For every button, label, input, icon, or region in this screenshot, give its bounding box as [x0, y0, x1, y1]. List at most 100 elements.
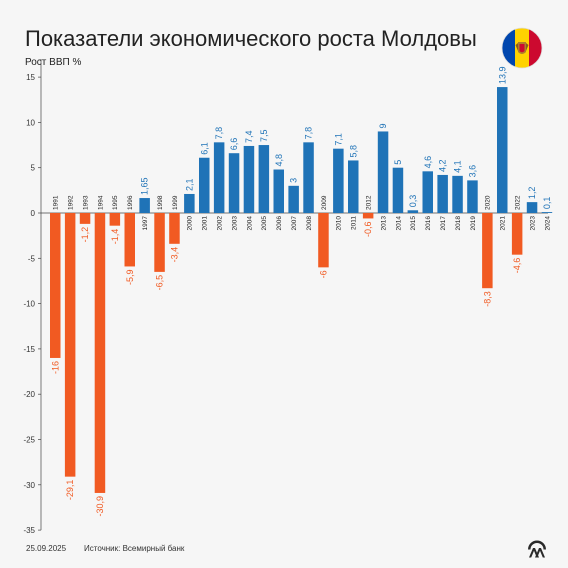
value-label: 9 — [378, 123, 388, 128]
year-label: 1997 — [142, 216, 149, 231]
year-label: 2008 — [306, 216, 313, 231]
bar-2018 — [452, 175, 463, 213]
value-label: 6,6 — [229, 138, 239, 151]
bar-2009 — [318, 213, 329, 268]
value-label: -16 — [50, 361, 60, 374]
bar-2017 — [437, 174, 448, 213]
year-label: 2013 — [380, 216, 387, 231]
value-label: -29,1 — [65, 480, 75, 501]
y-tick-label: 5 — [31, 164, 36, 173]
bar-2019 — [467, 180, 478, 213]
bar-2016 — [422, 171, 433, 213]
value-label: 7,1 — [333, 133, 343, 146]
year-label: 1994 — [97, 195, 104, 210]
year-label: 2022 — [514, 195, 521, 210]
bar-2023 — [526, 202, 538, 213]
bar-2001 — [199, 157, 210, 213]
y-tick-label: -10 — [23, 300, 35, 309]
bar-2024 — [541, 212, 553, 213]
value-label: 0,3 — [408, 195, 418, 208]
y-tick-label: 10 — [26, 118, 35, 127]
page-title: Показатели экономического роста Молдовы — [25, 26, 477, 51]
year-label: 2010 — [336, 216, 343, 231]
value-label: 7,8 — [214, 127, 224, 140]
year-label: 2006 — [276, 216, 283, 231]
value-label: 4,2 — [438, 159, 448, 172]
y-tick-label: -25 — [23, 436, 35, 445]
y-tick-label: -20 — [23, 390, 35, 399]
value-label: -5,9 — [125, 269, 135, 285]
bar-2003 — [228, 153, 240, 213]
value-label: -4,6 — [512, 258, 522, 274]
value-label: -3,4 — [169, 247, 179, 263]
year-label: 1995 — [112, 195, 119, 210]
footer-source: Источник: Всемирный банк — [84, 544, 185, 553]
bars — [50, 87, 553, 493]
value-label: -6,5 — [155, 275, 165, 291]
value-label: 0,1 — [542, 197, 552, 210]
year-label: 1992 — [67, 195, 74, 210]
year-label: 2005 — [261, 216, 268, 231]
bar-1993 — [79, 213, 91, 224]
bar-1997 — [139, 198, 150, 213]
value-label: 6,1 — [199, 142, 209, 155]
value-labels: -16 -29,1 -1,2 -30,9 -1,4 -5,9 1,65 -6,5 -3,4 2,1… — [50, 67, 552, 517]
bar-2007 — [288, 185, 299, 213]
bar-2021 — [497, 87, 508, 213]
year-label: 1998 — [157, 195, 164, 210]
year-label: 1993 — [82, 195, 89, 210]
bar-2014 — [392, 167, 404, 213]
bar-2005 — [258, 145, 270, 213]
y-tick-label: -35 — [23, 526, 35, 535]
y-ticks: -35 -30 -25 -20 -15 -10 -5 0 5 10 15 — [23, 73, 41, 535]
y-tick-label: 15 — [26, 73, 35, 82]
year-label: 1991 — [53, 195, 60, 210]
y-axis-label: Рост ВВП % — [25, 57, 82, 68]
y-tick-label: -5 — [28, 254, 36, 263]
year-label: 2001 — [202, 216, 209, 231]
year-label: 2021 — [500, 216, 507, 231]
bar-2004 — [243, 145, 255, 213]
bar-2015 — [407, 210, 419, 213]
bar-1994 — [94, 213, 106, 493]
bar-1995 — [109, 213, 121, 226]
year-label: 2011 — [351, 216, 358, 230]
bar-2008 — [303, 142, 314, 213]
year-label: 2016 — [425, 216, 432, 231]
bar-1992 — [64, 213, 76, 477]
year-label: 2020 — [485, 195, 492, 210]
bar-2012 — [362, 213, 374, 219]
value-label: 4,1 — [453, 160, 463, 173]
bar-2002 — [213, 142, 225, 213]
year-label: 1996 — [127, 195, 134, 210]
value-label: -6 — [318, 270, 328, 278]
y-tick-label: 0 — [31, 209, 36, 218]
year-label: 2014 — [395, 216, 402, 231]
bar-1999 — [169, 213, 180, 244]
year-label: 2009 — [321, 195, 328, 210]
bar-2000 — [184, 193, 195, 213]
year-label: 2012 — [365, 195, 372, 210]
year-label: 2018 — [455, 216, 462, 231]
y-tick-label: -15 — [23, 345, 35, 354]
value-label: -0,6 — [363, 221, 373, 237]
year-label: 2019 — [470, 216, 477, 231]
footer-date: 25.09.2025 — [26, 544, 67, 553]
y-tick-label: -30 — [23, 481, 35, 490]
bar-1996 — [124, 213, 135, 267]
bar-2020 — [482, 213, 493, 289]
year-label: 2002 — [216, 216, 223, 231]
value-label: 4,6 — [423, 156, 433, 169]
value-label: 13,9 — [497, 67, 507, 85]
value-label: 3 — [289, 178, 299, 183]
value-label: 7,4 — [244, 130, 254, 143]
value-label: 1,2 — [527, 187, 537, 200]
aa-logo-icon — [528, 540, 546, 558]
value-label: -30,9 — [95, 496, 105, 517]
bar-2010 — [333, 148, 344, 213]
bar-1998 — [154, 213, 165, 272]
value-label: 7,8 — [304, 127, 314, 140]
value-label: 2,1 — [184, 178, 194, 191]
bar-2011 — [348, 160, 359, 213]
